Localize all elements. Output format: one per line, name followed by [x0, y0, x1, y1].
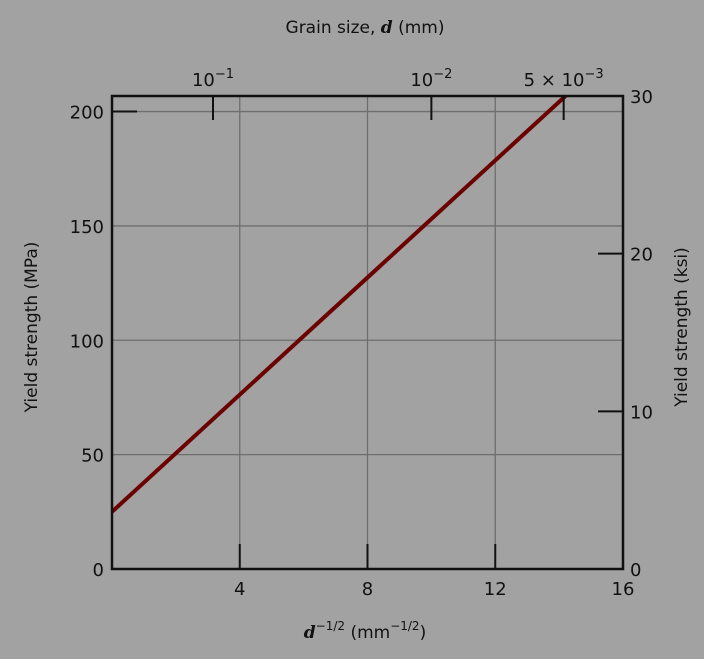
y-tick-label: 50: [81, 446, 104, 467]
x-tick-label: 4: [234, 579, 245, 600]
top-tick-label: 5 × 10−3: [524, 67, 604, 91]
y-tick-label: 100: [70, 331, 104, 352]
top-tick-label: 10−2: [410, 67, 452, 91]
series: [110, 94, 567, 514]
y-axis-label: Yield strength (MPa): [22, 242, 42, 414]
y2-tick-label: 0: [630, 560, 641, 581]
top-tick-label: 10−1: [192, 67, 234, 91]
series-line: [110, 94, 567, 514]
x-tick-label: 16: [612, 579, 635, 600]
ticks: [112, 96, 623, 569]
x-tick-label: 8: [362, 579, 373, 600]
x-tick-label: 12: [484, 579, 507, 600]
grid: [112, 96, 623, 569]
y2-axis-label: Yield strength (ksi): [672, 247, 692, 408]
y-tick-label: 150: [70, 217, 104, 238]
y2-tick-label: 30: [630, 87, 653, 108]
x-axis-label: d−1/2 (mm−1/2): [304, 619, 426, 643]
y2-tick-label: 10: [630, 402, 653, 423]
y-tick-label: 200: [70, 103, 104, 124]
y-tick-label: 0: [93, 560, 104, 581]
top-axis-label: Grain size, d (mm): [286, 18, 445, 38]
y2-tick-label: 20: [630, 245, 653, 266]
